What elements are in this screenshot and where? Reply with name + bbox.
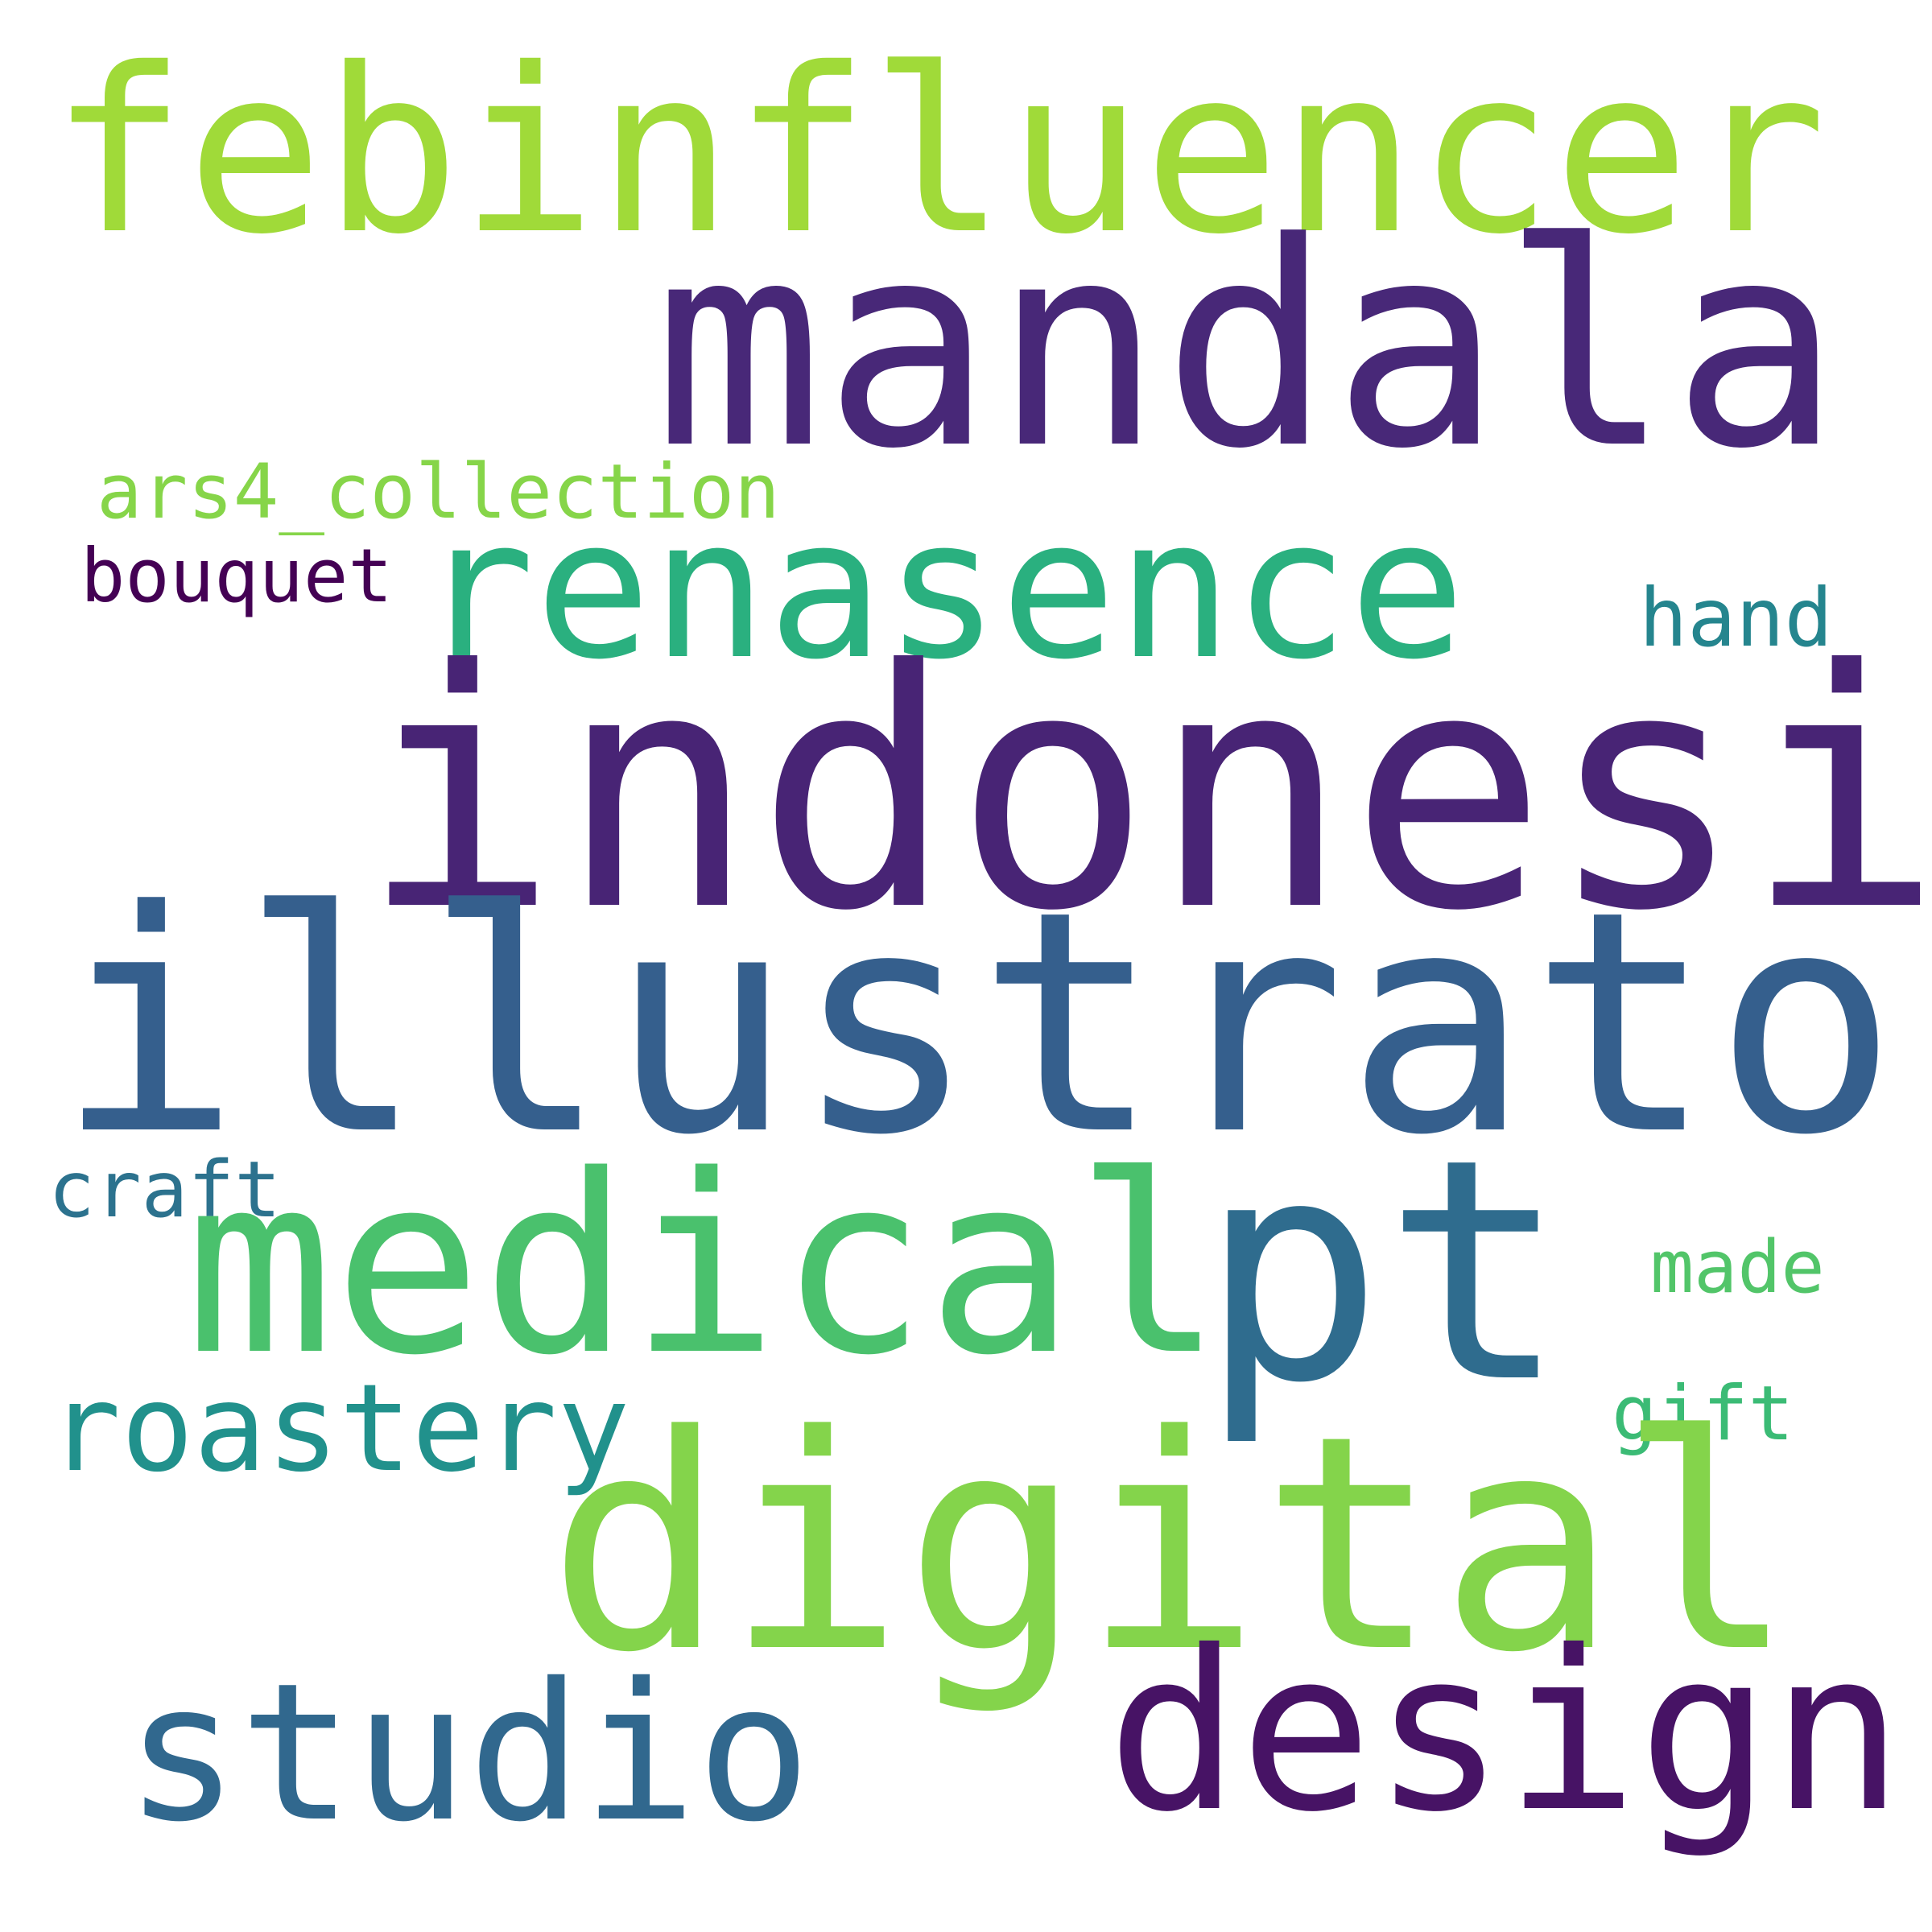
word-bouquet: bouquet [80,533,393,619]
word-ars4-collection: ars4_collection [97,448,780,536]
word-renasence: renasence [419,477,1466,702]
word-hand: hand [1639,571,1833,665]
word-design: design [1107,1604,1904,1860]
word-medical: medical [185,1123,1224,1410]
word-mandala: mandala [654,182,1842,510]
word-roastery: roastery [48,1359,630,1499]
word-gift: gift [1612,1370,1794,1458]
word-febinfluencer: febinfluencer [50,19,1827,284]
word-illustrator: illustrator [56,845,1932,1202]
word-made: made [1650,1225,1825,1310]
word-digital: digital [547,1372,1796,1717]
word-pt: pt [1199,1093,1568,1450]
word-indonesia: indonesia [361,601,1932,983]
word-studio: studio [125,1642,811,1864]
word-craft: craft [48,1145,281,1235]
